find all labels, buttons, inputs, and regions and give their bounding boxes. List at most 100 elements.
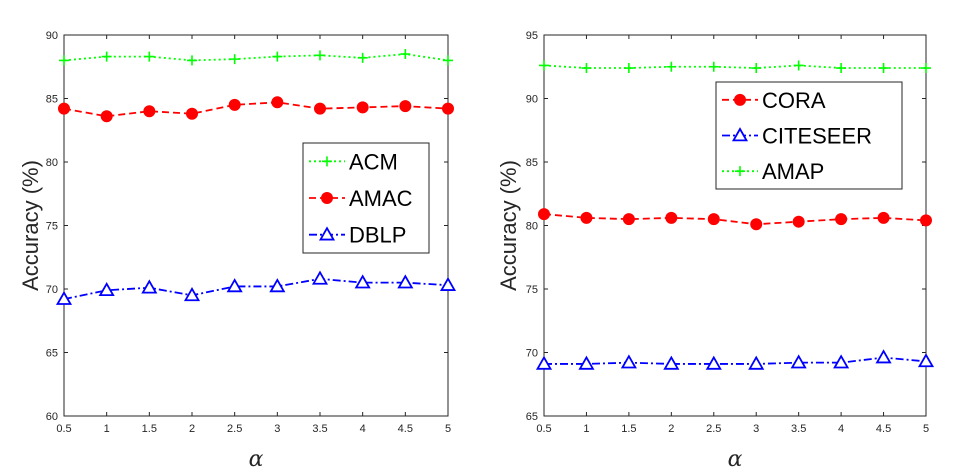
legend-item-cora: CORA	[722, 88, 826, 113]
x-tick-label: 1	[104, 423, 110, 435]
x-tick-label: 2	[668, 423, 674, 435]
data-point	[790, 354, 807, 369]
data-point	[920, 214, 932, 227]
y-tick-label: 85	[46, 94, 58, 106]
data-point	[100, 110, 113, 123]
data-point	[186, 107, 198, 120]
x-axis-label: α	[249, 447, 264, 472]
x-tick-label: 0.5	[56, 423, 71, 435]
y-tick-label: 80	[526, 221, 538, 233]
data-point	[144, 51, 155, 62]
legend-marker	[321, 192, 333, 204]
data-point	[836, 63, 847, 74]
x-tick-label: 5	[923, 423, 929, 435]
legend-item-acm: ACM	[309, 149, 398, 174]
data-point	[751, 63, 762, 74]
data-point	[187, 55, 197, 66]
data-point	[229, 54, 240, 65]
data-point	[58, 102, 70, 115]
x-tick-label: 1.5	[142, 423, 157, 435]
legend-marker	[318, 226, 336, 241]
data-point	[228, 98, 241, 111]
data-point	[226, 278, 243, 293]
chart-panel-2: 0.5 1 1.5 2 2.5 3 3.5 4 4.5 5 65 70 75 80 85 90 95 Accura…	[496, 30, 935, 472]
series-line	[63, 101, 449, 118]
data-point	[271, 96, 284, 109]
legend: ACM AMAC DBLP	[302, 142, 430, 254]
data-point	[397, 274, 414, 289]
legend-item-amap: AMAP	[722, 159, 824, 184]
series-line	[543, 213, 927, 226]
data-point	[183, 287, 201, 302]
series-amac	[58, 96, 454, 123]
x-tick-label: 3.5	[791, 423, 806, 435]
data-point	[750, 218, 763, 231]
data-point	[535, 355, 553, 370]
legend-label: DBLP	[349, 223, 406, 248]
data-point	[665, 211, 678, 224]
data-point	[538, 208, 550, 221]
data-point	[55, 290, 73, 305]
y-axis-label: Accuracy (%)	[496, 160, 521, 291]
legend-marker	[322, 156, 332, 167]
data-point	[539, 60, 549, 71]
x-tick-label: 4	[360, 423, 366, 435]
legend-marker	[731, 127, 749, 142]
data-point	[315, 50, 325, 61]
x-tick-label: 1.5	[621, 423, 636, 435]
legend-label: AMAC	[349, 186, 413, 211]
legend: CORA CITESEER AMAP	[715, 81, 903, 190]
data-point	[620, 354, 637, 369]
y-tick-label: 85	[526, 157, 538, 169]
legend-item-dblp: DBLP	[309, 223, 406, 248]
series-acm	[59, 49, 453, 66]
y-tick-label: 70	[526, 348, 538, 360]
data-point	[439, 276, 457, 291]
data-point	[101, 51, 112, 62]
x-axis-label: α	[728, 447, 743, 472]
data-point	[580, 211, 593, 224]
data-point	[269, 278, 286, 293]
legend-label: AMAP	[762, 159, 824, 184]
y-tick-label: 65	[526, 411, 538, 423]
y-tick-label: 65	[46, 348, 58, 360]
data-point	[141, 279, 158, 294]
data-point	[314, 102, 326, 115]
series-citeseer	[535, 349, 935, 370]
data-point	[581, 63, 592, 74]
x-tick-label: 4.5	[876, 423, 891, 435]
data-point	[793, 60, 804, 71]
data-point	[666, 61, 677, 72]
data-point	[578, 355, 595, 370]
chart-panel-1: 0.5 1 1.5 2 2.5 3 3.5 4 4.5 5 60 65 70 75 80 85 90 Accura…	[18, 30, 457, 472]
x-tick-label: 2.5	[227, 423, 242, 435]
data-point	[708, 61, 719, 72]
y-tick-label: 90	[46, 30, 58, 42]
data-point	[875, 349, 892, 364]
data-point	[59, 55, 69, 66]
y-tick-label: 60	[46, 411, 58, 423]
series-line	[63, 277, 449, 301]
x-tick-label: 3	[274, 423, 280, 435]
data-point	[354, 274, 371, 289]
legend-label: CORA	[762, 88, 826, 113]
series-cora	[538, 208, 932, 231]
data-point	[399, 100, 412, 113]
data-point	[663, 355, 680, 370]
data-point	[707, 213, 720, 226]
y-tick-label: 75	[46, 221, 58, 233]
x-tick-label: 0.5	[536, 423, 551, 435]
x-tick-label: 5	[445, 423, 451, 435]
data-point	[921, 63, 931, 74]
legend-label: CITESEER	[762, 124, 872, 149]
data-point	[272, 51, 283, 62]
data-point	[917, 353, 935, 368]
legend-marker	[734, 93, 746, 106]
series-amap	[539, 60, 931, 74]
y-axis-label: Accuracy (%)	[18, 160, 43, 291]
legend-label: ACM	[349, 149, 398, 174]
data-point	[878, 63, 889, 74]
y-tick-label: 95	[526, 30, 538, 42]
y-tick-label: 75	[526, 284, 538, 296]
data-point	[748, 355, 765, 370]
